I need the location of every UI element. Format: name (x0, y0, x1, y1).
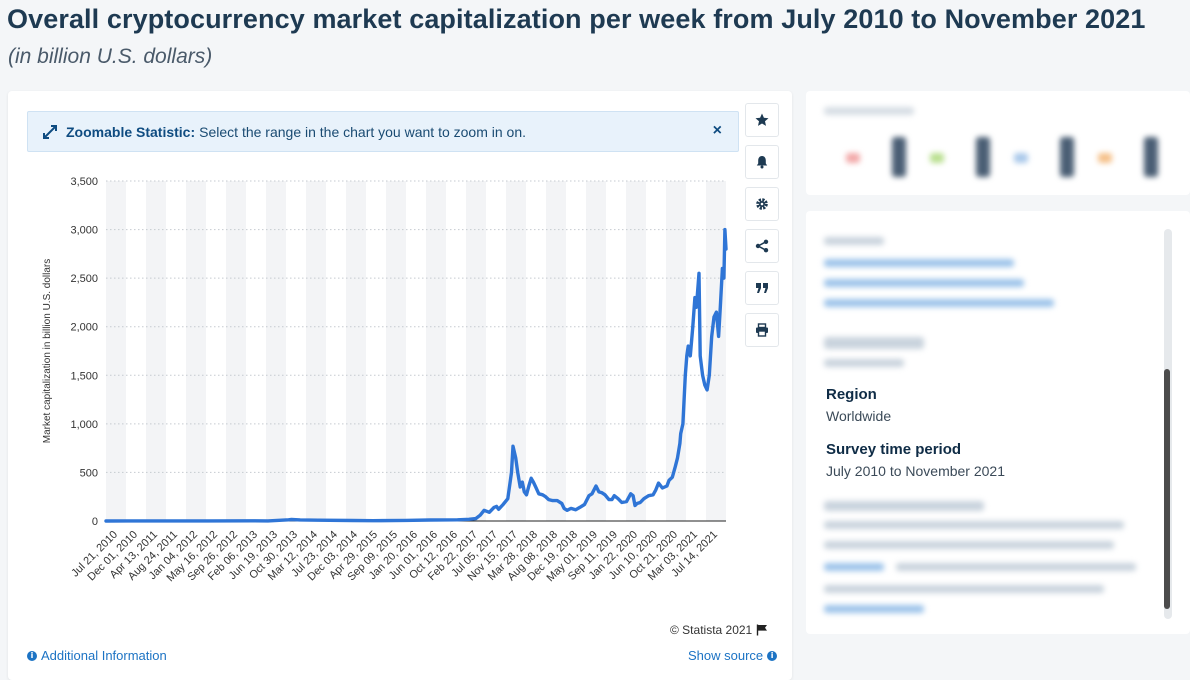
chart-band (586, 181, 606, 521)
favorite-button[interactable] (745, 103, 779, 137)
bell-icon (756, 156, 768, 169)
cite-button[interactable] (745, 271, 779, 305)
zoom-label: Zoomable Statistic: (66, 123, 196, 140)
y-tick-label: 3,500 (70, 176, 98, 188)
y-axis-title: Market capitalization in billion U.S. do… (42, 259, 53, 444)
chart-band (146, 181, 166, 521)
y-tick-label: 2,500 (70, 273, 98, 285)
y-tick-label: 2,000 (70, 322, 98, 334)
y-tick-label: 1,000 (70, 419, 98, 431)
page-subtitle: (in billion U.S. dollars) (8, 45, 213, 68)
close-icon[interactable]: × (712, 122, 722, 139)
chart-band (266, 181, 286, 521)
chart-band (386, 181, 406, 521)
y-tick-label: 1,500 (70, 370, 98, 382)
y-tick-label: 500 (80, 467, 98, 479)
page-title: Overall cryptocurrency market capitaliza… (7, 4, 1146, 34)
chart-card: Zoomable Statistic: Select the range in … (8, 91, 792, 680)
show-source-label: Show source (688, 648, 764, 663)
chart-band (346, 181, 366, 521)
copyright-text: © Statista 2021 (670, 623, 753, 637)
market-cap-line[interactable] (104, 227, 728, 523)
related-statistics-panel (806, 91, 1190, 195)
chart-band (426, 181, 446, 521)
expand-icon (43, 124, 57, 139)
settings-button[interactable] (745, 187, 779, 221)
additional-info-label: Additional Information (41, 648, 167, 663)
info-icon: i (27, 650, 37, 661)
chart-band (306, 181, 326, 521)
region-value: Worldwide (826, 408, 892, 424)
chart-band (106, 181, 126, 521)
chart-band (626, 181, 646, 521)
chart-toolbar (745, 103, 779, 355)
flag-icon[interactable] (756, 624, 768, 636)
additional-info-link[interactable]: i Additional Information (27, 648, 167, 663)
share-button[interactable] (745, 229, 779, 263)
survey-period-label: Survey time period (826, 441, 962, 458)
star-icon (755, 113, 769, 126)
chart-band (226, 181, 246, 521)
scrollbar-thumb[interactable] (1164, 369, 1170, 609)
copyright: © Statista 2021 (670, 623, 768, 637)
chart-band (466, 181, 486, 521)
print-button[interactable] (745, 313, 779, 347)
y-tick-label: 3,000 (70, 225, 98, 237)
share-icon (755, 239, 769, 253)
chart-band (546, 181, 566, 521)
notification-button[interactable] (745, 145, 779, 179)
quote-icon (756, 283, 768, 293)
gear-icon (756, 198, 768, 210)
zoom-text: Select the range in the chart you want t… (199, 123, 527, 140)
chart-band (186, 181, 206, 521)
show-source-link[interactable]: Show source i (688, 648, 778, 663)
y-tick-label: 0 (92, 516, 98, 528)
info-icon: i (767, 650, 778, 661)
region-label: Region (826, 386, 877, 403)
chart-band (506, 181, 526, 521)
statistic-details-panel: Region Worldwide Survey time period July… (806, 211, 1190, 634)
chart-band (706, 181, 726, 521)
zoom-banner: Zoomable Statistic: Select the range in … (27, 111, 739, 152)
survey-period-value: July 2010 to November 2021 (826, 463, 1005, 479)
print-icon (756, 323, 768, 337)
